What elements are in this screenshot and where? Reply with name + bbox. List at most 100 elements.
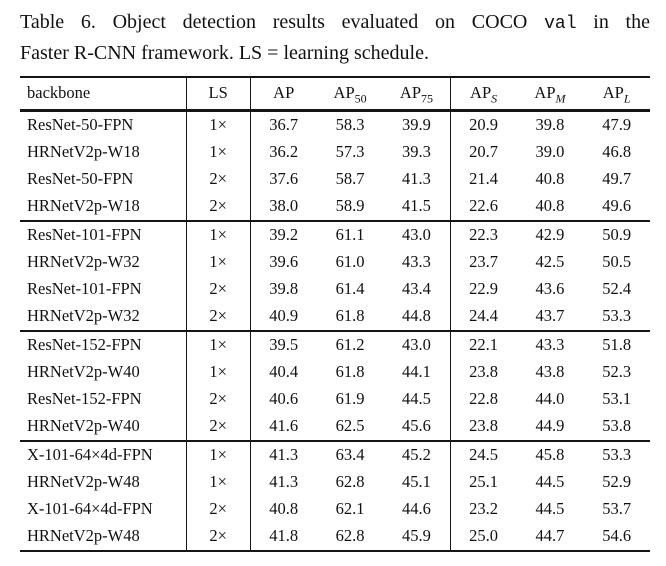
metric-cell-aps: 22.6 [469,196,499,215]
header-row: backbone LS AP AP50 AP75 APS APM APL [20,77,650,110]
backbone-cell: HRNetV2p-W40 [20,412,187,441]
table-row: ResNet-152-FPN 2× 40.6 61.9 44.5 22.8 44.0 53.1 [20,385,650,413]
metric-cell-apm: 43.6 [535,279,565,298]
ls-cell: 1× [186,468,251,496]
metric-cell-apm: 44.7 [535,526,565,545]
metric-cell-ap75: 45.9 [383,522,451,551]
metric-cell-apl: 53.7 [602,499,632,518]
ls-cell: 1× [186,358,251,386]
metric-cell-ap50: 62.1 [335,499,365,518]
metric-cell-aps: 22.1 [469,335,499,354]
col-header-label: AP [333,83,355,103]
backbone-cell: HRNetV2p-W18 [20,138,187,166]
ls-cell: 2× [186,495,251,523]
table-row: X-101-64×4d-FPN 1× 41.3 63.4 45.2 24.5 45.8 53.… [20,440,650,469]
metric-cell-ap75: 41.3 [383,165,451,193]
ls-cell: 2× [186,275,251,303]
metric-cell-ap50: 61.1 [335,225,365,244]
metric-cell-apm: 40.8 [535,196,565,215]
metric-cell-ap50: 61.8 [335,306,365,325]
col-header-ap: AP [250,77,317,110]
table-header: backbone LS AP AP50 AP75 APS APM APL [20,77,650,110]
table-row: HRNetV2p-W18 1× 36.2 57.3 39.3 20.7 39.0 46.8 [20,138,650,166]
caption-code-val: val [544,14,577,34]
metric-cell-apl: 52.4 [602,279,632,298]
metric-cell-ap: 39.5 [269,335,299,354]
metric-cell-ap: 37.6 [269,169,299,188]
table-row: HRNetV2p-W40 2× 41.6 62.5 45.6 23.8 44.9 53.8 [20,412,650,441]
metric-cell-ap: 36.7 [269,115,299,134]
backbone-cell: HRNetV2p-W18 [20,192,187,221]
metric-cell-ap: 40.4 [269,362,299,381]
metric-cell-ap75: 45.1 [383,468,451,496]
col-header-backbone: backbone [20,77,187,110]
table-row: HRNetV2p-W48 1× 41.3 62.8 45.1 25.1 44.5 52.9 [20,468,650,496]
metric-cell-ap75: 39.3 [383,138,451,166]
metric-cell-ap50: 57.3 [335,142,365,161]
metric-cell-ap50: 62.8 [335,526,365,545]
metric-cell-apl: 47.9 [602,115,632,134]
ls-cell: 2× [186,522,251,551]
metric-cell-ap75: 44.1 [383,358,451,386]
metric-cell-apl: 49.6 [602,196,632,215]
metric-cell-ap: 41.6 [269,416,299,435]
metric-cell-apm: 44.5 [535,472,565,491]
metric-cell-ap50: 58.9 [335,196,365,215]
metric-cell-ap50: 58.7 [335,169,365,188]
metric-cell-apm: 43.3 [535,335,565,354]
metric-cell-ap: 36.2 [269,142,299,161]
metric-cell-apm: 44.9 [535,416,565,435]
col-header-subscript: 50 [354,91,367,106]
table-body: ResNet-50-FPN 1× 36.7 58.3 39.9 20.9 39.8 47.9 H… [20,110,650,551]
ls-cell: 1× [186,138,251,166]
caption-line-2: Faster R-CNN framework. LS = learning sc… [20,41,429,64]
table-row: ResNet-101-FPN 1× 39.2 61.1 43.0 22.3 42.9 50.9 [20,220,650,249]
metric-cell-ap50: 61.4 [335,279,365,298]
metric-cell-apl: 52.9 [602,472,632,491]
metric-cell-aps: 22.8 [469,389,499,408]
metric-cell-ap75: 44.8 [383,302,451,331]
col-header-label: AP [399,83,421,103]
metric-cell-ap: 40.9 [269,306,299,325]
ls-cell: 1× [186,110,251,139]
table-row: ResNet-50-FPN 1× 36.7 58.3 39.9 20.9 39.8 47.9 [20,110,650,139]
ls-cell: 1× [186,220,251,249]
metric-cell-ap75: 41.5 [383,192,451,221]
metric-cell-ap: 41.8 [269,526,299,545]
backbone-cell: HRNetV2p-W48 [20,522,187,551]
metric-cell-aps: 22.3 [469,225,499,244]
metric-cell-ap75: 44.6 [383,495,451,523]
table-row: HRNetV2p-W18 2× 38.0 58.9 41.5 22.6 40.8 49.6 [20,192,650,221]
metric-cell-apm: 39.0 [535,142,565,161]
ls-cell: 2× [186,165,251,193]
metric-cell-ap75: 39.9 [383,110,451,139]
metric-cell-aps: 23.8 [469,416,499,435]
backbone-cell: ResNet-101-FPN [20,275,187,303]
results-table: backbone LS AP AP50 AP75 APS APM APL ResNet-50-… [20,76,650,552]
col-header-label: AP [602,83,624,103]
backbone-cell: ResNet-50-FPN [20,110,187,139]
metric-cell-aps: 25.0 [469,526,499,545]
caption-line-1: Table 6. Object detection results evalua… [20,8,650,39]
metric-cell-ap75: 43.0 [383,220,451,249]
table-row: HRNetV2p-W32 1× 39.6 61.0 43.3 23.7 42.5 50.5 [20,248,650,276]
metric-cell-aps: 24.4 [469,306,499,325]
metric-cell-ap75: 44.5 [383,385,451,413]
metric-cell-apl: 49.7 [602,169,632,188]
metric-cell-apm: 44.0 [535,389,565,408]
metric-cell-ap75: 45.2 [383,440,451,469]
metric-cell-ap50: 61.8 [335,362,365,381]
metric-cell-aps: 20.9 [469,115,499,134]
table-row: HRNetV2p-W48 2× 41.8 62.8 45.9 25.0 44.7 54.6 [20,522,650,551]
metric-cell-ap75: 43.3 [383,248,451,276]
metric-cell-apl: 53.3 [602,445,632,464]
col-header-ls: LS [186,77,251,110]
table-row: X-101-64×4d-FPN 2× 40.8 62.1 44.6 23.2 44.5 53.… [20,495,650,523]
metric-cell-ap50: 62.5 [335,416,365,435]
metric-cell-apm: 42.5 [535,252,565,271]
col-header-subscript: M [555,91,566,106]
metric-cell-ap: 40.8 [269,499,299,518]
metric-cell-aps: 22.9 [469,279,499,298]
col-header-apl: APL [583,77,650,110]
